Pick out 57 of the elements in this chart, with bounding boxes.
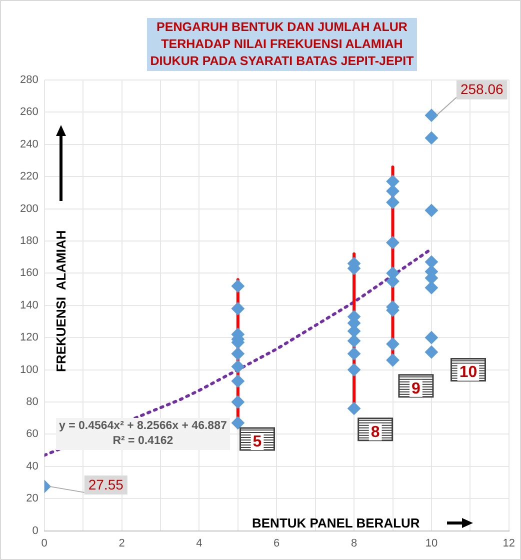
point bbox=[348, 363, 361, 376]
point bbox=[424, 281, 438, 294]
point bbox=[424, 108, 438, 122]
point bbox=[231, 347, 244, 360]
point bbox=[386, 184, 400, 198]
annotation: 10 bbox=[459, 364, 478, 382]
x-tick-label: 2 bbox=[118, 537, 125, 550]
x-tick-label: 10 bbox=[425, 537, 438, 550]
x-tick-label: 4 bbox=[196, 537, 202, 550]
y-tick-label: 160 bbox=[20, 267, 38, 280]
point bbox=[386, 236, 400, 250]
point bbox=[231, 374, 244, 388]
point bbox=[231, 360, 244, 374]
point bbox=[424, 204, 438, 217]
point bbox=[348, 347, 361, 360]
point bbox=[424, 331, 438, 344]
point bbox=[386, 196, 400, 209]
point bbox=[386, 174, 400, 188]
point bbox=[386, 354, 400, 367]
point bbox=[348, 334, 361, 348]
y-tick-label: 140 bbox=[20, 299, 38, 312]
y-tick-label: 60 bbox=[26, 428, 38, 440]
y-tick-label: 0 bbox=[32, 524, 38, 537]
chart-title: PENGARUH BENTUK DAN JUMLAH ALUR TERHADAP NILAI FREKUENSI ALAMIAH DIUKUR PADA SYARATI BATAS JEPIT-JEPIT bbox=[147, 18, 417, 71]
x-tick-label: 12 bbox=[502, 537, 516, 550]
point bbox=[424, 131, 438, 144]
annotation: 8 bbox=[370, 424, 380, 441]
y-tick-label: 240 bbox=[20, 138, 38, 150]
y-tick-label: 280 bbox=[20, 74, 38, 86]
data-label: 258.06 bbox=[460, 81, 504, 98]
y-axis-title: FREKUENSI ALAMIAH bbox=[54, 230, 69, 372]
annotation: R² = 0.4162 bbox=[112, 434, 174, 449]
annotation: 5 bbox=[252, 433, 262, 450]
y-tick-label: 100 bbox=[20, 364, 38, 376]
y-tick-label: 40 bbox=[26, 460, 38, 472]
x-axis-title: BENTUK PANEL BERALUR bbox=[252, 516, 420, 531]
y-tick-label: 80 bbox=[26, 396, 38, 408]
data-label: 27.55 bbox=[88, 476, 124, 492]
y-tick-label: 200 bbox=[20, 202, 38, 215]
y-tick-label: 220 bbox=[20, 170, 38, 183]
y-tick-label: 120 bbox=[20, 332, 38, 344]
point bbox=[231, 396, 244, 408]
y-tick-label: 20 bbox=[26, 492, 38, 505]
annotation: 9 bbox=[412, 380, 421, 398]
point bbox=[231, 280, 244, 293]
annotation: y = 0.4564x² + 8.2566x + 46.887 bbox=[59, 419, 227, 434]
point bbox=[424, 255, 438, 268]
point bbox=[348, 402, 361, 415]
x-tick-label: 6 bbox=[274, 537, 280, 550]
point bbox=[231, 416, 244, 430]
point bbox=[386, 338, 400, 351]
point bbox=[424, 346, 438, 359]
point bbox=[231, 302, 244, 316]
y-tick-label: 180 bbox=[20, 235, 38, 248]
x-tick-label: 8 bbox=[350, 537, 358, 550]
y-tick-label: 260 bbox=[20, 106, 38, 118]
x-tick-label: 0 bbox=[41, 537, 48, 550]
